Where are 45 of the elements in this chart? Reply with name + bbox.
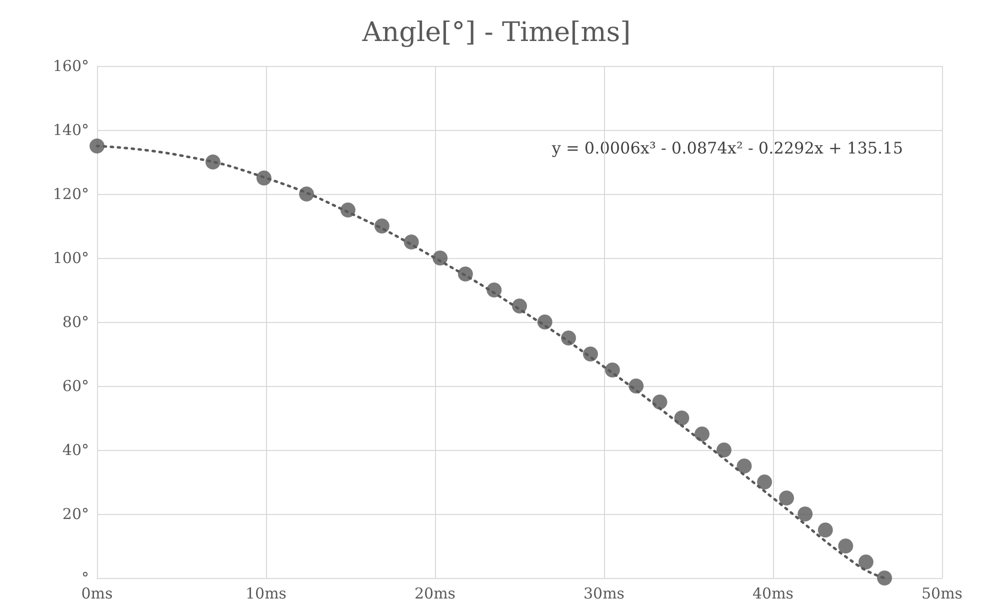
point [404,234,419,250]
point [798,506,813,522]
point [537,314,552,330]
x-tick-label: 50ms [921,584,963,602]
y-tick-label: ° [82,569,89,587]
point [674,410,690,426]
point [877,570,892,586]
x-tick-label: 0ms [81,584,113,602]
x-tick-label: 20ms [414,584,456,602]
point [838,538,854,554]
point [628,378,644,394]
point [652,394,668,410]
point [486,282,502,298]
point [374,218,390,234]
point [694,426,710,442]
point [256,170,272,186]
point [340,202,356,218]
x-tick-label: 10ms [245,584,287,602]
point [205,154,220,170]
point [757,474,772,490]
point [299,186,314,202]
y-tick-label: 60° [62,377,89,395]
chart-title: Angle[°] - Time[ms] [361,17,631,48]
point [561,330,576,346]
annotation: y = 0.0006x³ - 0.0874x² - 0.2292x + 135.15 [550,138,903,158]
y-tick-label: 120° [52,185,89,203]
point [779,490,794,506]
point [432,250,448,266]
point [858,554,874,570]
y-tick-label: 80° [62,313,89,331]
y-tick-label: 100° [52,249,89,267]
point [90,138,104,154]
y-tick-label: 20° [62,505,89,523]
point [818,522,833,538]
point [512,298,527,314]
y-tick-label: 40° [62,441,89,459]
x-tick-label: 30ms [583,584,625,602]
point [582,346,598,362]
y-tick-label: 160° [52,57,89,75]
x-tick-label: 40ms [752,584,794,602]
point [736,458,752,474]
point [716,442,732,458]
point [604,362,620,378]
y-tick-label: 140° [52,121,89,139]
point [458,266,473,282]
